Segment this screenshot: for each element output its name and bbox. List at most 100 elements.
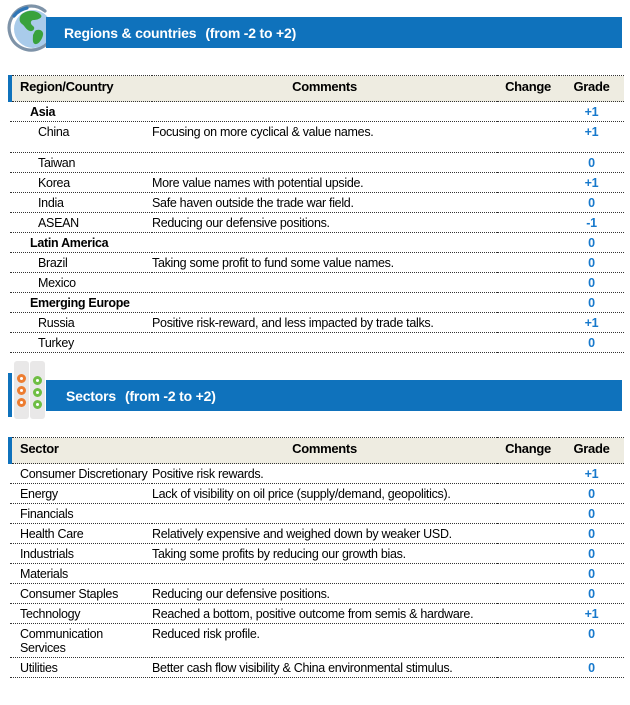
comment-cell <box>152 504 497 524</box>
regions-section-header: Regions & countries (from -2 to +2) <box>7 4 622 56</box>
table-row: Brazil Taking some profit to fund some va… <box>10 253 624 273</box>
sectors-title: Sectors <box>66 387 116 404</box>
comment-cell: Safe haven outside the trade war field. <box>152 196 354 210</box>
change-cell <box>497 564 559 584</box>
grade-cell: 0 <box>588 547 595 561</box>
sectors-table-header-row: Sector Comments Change Grade <box>8 437 624 464</box>
grade-cell: +1 <box>584 607 599 621</box>
grade-cell: -1 <box>586 216 597 230</box>
comment-cell: More value names with potential upside. <box>152 176 364 190</box>
table-row: Utilities Better cash flow visibility & C… <box>10 658 624 678</box>
name-cell: Latin America <box>30 236 109 250</box>
table-row: Technology Reached a bottom, positive out… <box>10 604 624 624</box>
sectors-section-header: Sectors (from -2 to +2) <box>8 361 622 419</box>
regions-range-label: (from -2 to +2) <box>205 24 297 41</box>
change-cell <box>497 504 559 524</box>
name-cell: Turkey <box>38 336 74 350</box>
change-cell <box>497 624 559 658</box>
grade-cell: +1 <box>584 125 599 139</box>
table-row: Consumer Discretionary Positive risk rewa… <box>10 464 624 484</box>
name-cell: China <box>38 125 70 139</box>
comment-cell: Lack of visibility on oil price (supply/… <box>152 487 451 501</box>
table-row: Materials 0 <box>10 564 624 584</box>
sectors-dots-icon <box>8 361 45 421</box>
col-header-region-country: Region/Country <box>8 75 152 102</box>
change-cell <box>497 102 559 122</box>
col-header-comments: Comments <box>152 437 497 464</box>
change-cell <box>497 524 559 544</box>
grade-cell: 0 <box>588 587 595 601</box>
comment-cell: Positive risk-reward, and less impacted … <box>152 316 434 330</box>
change-cell <box>497 213 559 233</box>
comment-cell: Reached a bottom, positive outcome from … <box>152 607 474 621</box>
grade-cell: 0 <box>588 276 595 290</box>
col-header-change: Change <box>497 75 559 102</box>
name-cell: Financials <box>20 507 74 521</box>
grade-cell: 0 <box>588 196 595 210</box>
name-cell: Energy <box>20 487 58 501</box>
table-row: Industrials Taking some profits by reduci… <box>10 544 624 564</box>
comment-cell <box>152 102 497 122</box>
table-row: India Safe haven outside the trade war fi… <box>10 193 624 213</box>
name-cell: Consumer Staples <box>20 587 119 601</box>
sectors-header-bar: Sectors (from -2 to +2) <box>46 380 622 411</box>
comment-cell <box>152 233 497 253</box>
grade-cell: +1 <box>584 467 599 481</box>
change-cell <box>497 233 559 253</box>
change-cell <box>497 484 559 504</box>
table-row: Mexico 0 <box>10 273 624 293</box>
name-cell: ASEAN <box>38 216 79 230</box>
change-cell <box>497 464 559 484</box>
change-cell <box>497 658 559 678</box>
table-row: Energy Lack of visibility on oil price (s… <box>10 484 624 504</box>
regions-table-body: Asia +1 China Focusing on more cyclical & v… <box>10 102 624 353</box>
grade-cell: 0 <box>588 627 595 641</box>
name-cell: Communication Services <box>20 627 103 655</box>
grade-cell: 0 <box>588 296 595 310</box>
table-row: ASEAN Reducing our defensive positions. -1 <box>10 213 624 233</box>
comment-cell: Reducing our defensive positions. <box>152 216 330 230</box>
col-header-change: Change <box>497 437 559 464</box>
comment-cell: Relatively expensive and weighed down by… <box>152 527 452 541</box>
name-cell: Materials <box>20 567 69 581</box>
table-row: Turkey 0 <box>10 333 624 353</box>
comment-cell: Reducing our defensive positions. <box>152 587 330 601</box>
grade-cell: 0 <box>588 336 595 350</box>
grade-cell: 0 <box>588 527 595 541</box>
regions-section: Regions & countries (from -2 to +2) Regi… <box>7 4 624 353</box>
col-header-sector: Sector <box>8 437 152 464</box>
sectors-table-body: Consumer Discretionary Positive risk rewa… <box>10 464 624 678</box>
dots-icon-right-bar <box>30 361 45 419</box>
sectors-range-label: (from -2 to +2) <box>124 387 216 404</box>
comment-cell: Better cash flow visibility & China envi… <box>152 661 453 675</box>
table-row: Health Care Relatively expensive and weig… <box>10 524 624 544</box>
regions-title: Regions & countries <box>64 24 197 41</box>
name-cell: Utilities <box>20 661 58 675</box>
name-cell: Industrials <box>20 547 74 561</box>
comment-cell: Focusing on more cyclical & value names. <box>152 125 374 139</box>
change-cell <box>497 604 559 624</box>
change-cell <box>497 584 559 604</box>
change-cell <box>497 122 559 153</box>
table-row: China Focusing on more cyclical & value n… <box>10 122 624 153</box>
table-row: Financials 0 <box>10 504 624 524</box>
table-row: Russia Positive risk-reward, and less imp… <box>10 313 624 333</box>
grade-cell: +1 <box>584 176 599 190</box>
dots-icon-left-bar <box>14 361 29 419</box>
name-cell: Brazil <box>38 256 68 270</box>
col-header-comments: Comments <box>152 75 497 102</box>
col-header-grade: Grade <box>559 437 624 464</box>
change-cell <box>497 313 559 333</box>
grade-cell: +1 <box>584 105 599 119</box>
dots-icon-blue-line <box>8 373 12 417</box>
grade-cell: 0 <box>588 236 595 250</box>
table-row: Emerging Europe 0 <box>10 293 624 313</box>
table-row: Asia +1 <box>10 102 624 122</box>
name-cell: Emerging Europe <box>30 296 130 310</box>
table-row: Korea More value names with potential ups… <box>10 173 624 193</box>
grade-cell: 0 <box>588 507 595 521</box>
change-cell <box>497 293 559 313</box>
table-row: Communication Services Reduced risk profi… <box>10 624 624 658</box>
regions-table: Region/Country Comments Change Grade Asi… <box>8 75 624 353</box>
